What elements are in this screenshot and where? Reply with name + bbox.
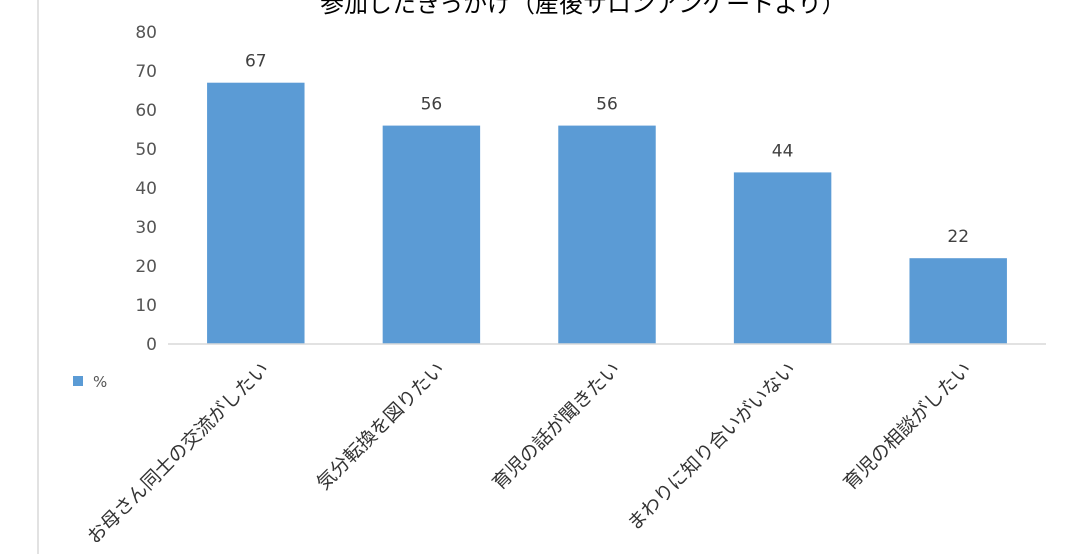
bar: [207, 82, 305, 344]
bar: [382, 125, 481, 344]
bar: [558, 125, 656, 344]
y-tick-label: 80: [135, 23, 157, 43]
category-label: 育児の相談がしたい: [839, 358, 975, 494]
bar-series: [207, 82, 1007, 344]
data-label: 56: [421, 95, 443, 115]
y-tick-label: 10: [135, 296, 157, 316]
data-labels: 67 56 56 44 22: [245, 52, 969, 248]
y-axis: 0 10 20 30 40 50 60 70 80: [135, 23, 157, 355]
legend: %: [73, 373, 107, 391]
category-label: まわりに知り合いがいない: [623, 358, 800, 535]
legend-swatch: [73, 376, 83, 386]
y-tick-label: 60: [135, 101, 157, 121]
bar: [733, 172, 832, 344]
y-tick-label: 20: [135, 257, 157, 277]
chart-title: 参加したきっかけ（産後サロンアンケートより）: [320, 0, 846, 18]
data-label: 44: [772, 141, 794, 161]
legend-label: %: [93, 373, 107, 391]
category-label: 気分転換を図りたい: [312, 358, 448, 494]
y-tick-label: 70: [135, 62, 157, 82]
chart-border: [37, 0, 1082, 558]
category-label: お母さん同士の交流がしたい: [83, 358, 273, 548]
y-tick-label: 0: [146, 335, 157, 355]
y-tick-label: 30: [135, 218, 157, 238]
y-tick-label: 50: [135, 140, 157, 160]
data-label: 56: [596, 95, 618, 115]
data-label: 22: [947, 227, 969, 247]
category-label: 育児の話が聞きたい: [488, 358, 624, 494]
y-tick-label: 40: [135, 179, 157, 199]
x-axis: お母さん同士の交流がしたい 気分転換を図りたい 育児の話が聞きたいまわりに知り合いが…: [83, 358, 976, 548]
data-label: 67: [245, 52, 267, 72]
bar: [909, 258, 1007, 344]
